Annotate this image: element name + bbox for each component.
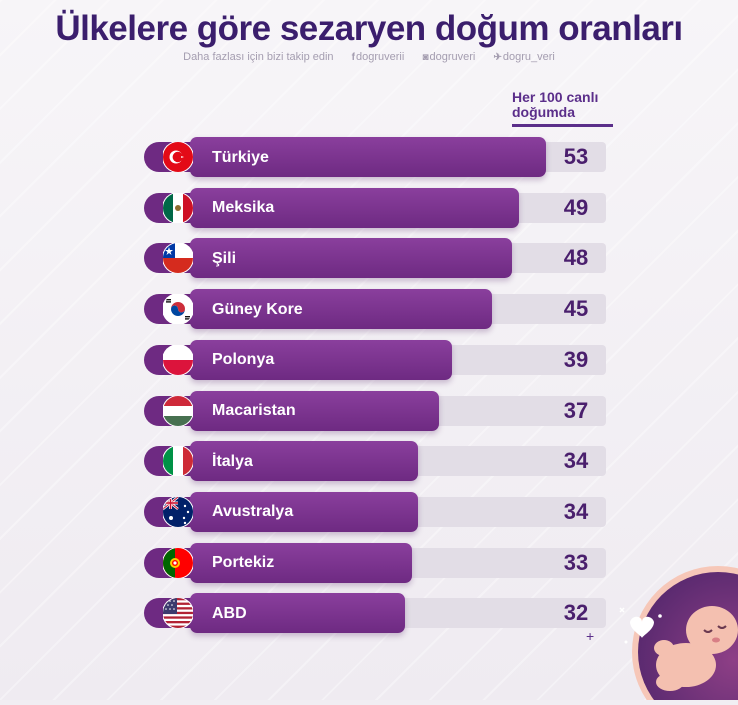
chart-row: Şili 48 [0, 238, 738, 279]
chart-row: İtalya 34 [0, 441, 738, 482]
bar [190, 187, 520, 228]
bar [190, 542, 412, 583]
category-label: Türkiye [212, 148, 269, 166]
bar [190, 238, 513, 279]
category-label: Macaristan [212, 402, 296, 419]
plus-decoration: + [586, 628, 595, 644]
category-label: Polonya [212, 351, 275, 369]
facebook-icon: f [351, 52, 356, 63]
value-label: 48 [563, 245, 589, 271]
value-label: 53 [563, 144, 589, 169]
category-label: Portekiz [212, 554, 275, 572]
category-label: Meksika [212, 199, 275, 217]
value-label: 45 [563, 296, 589, 322]
flag-macaristan-icon [163, 395, 193, 426]
value-label: 32 [563, 600, 589, 626]
category-label: ABD [212, 604, 247, 622]
value-label: 34 [563, 448, 589, 474]
unit-underline [512, 124, 613, 127]
bar [190, 289, 493, 330]
chart-title: Ülkelere göre sezaryen doğum oranları [55, 9, 683, 48]
flag-italya-icon [163, 446, 193, 477]
bar [190, 593, 405, 634]
bar [190, 441, 419, 482]
instagram-icon: ◙ [422, 52, 429, 63]
chart-row: Güney Kore 45 [0, 289, 738, 330]
social-links: Daha fazlası için bizi takip edin fdogru… [0, 51, 738, 63]
flag-sili-icon [163, 243, 193, 274]
value-label: 34 [563, 498, 589, 524]
bar [190, 491, 419, 532]
chart-row: Polonya 39 [0, 339, 738, 380]
category-label: Şili [212, 249, 237, 267]
chart-row: Macaristan 37 [0, 390, 738, 431]
category-label: Güney Kore [212, 300, 303, 318]
flag-abd-icon [163, 598, 193, 629]
facebook-handle[interactable]: dogruverii [356, 51, 405, 63]
flag-turkiye-icon [163, 142, 193, 172]
bar [190, 390, 439, 431]
value-label: 39 [563, 346, 589, 372]
chart-row: Portekiz 33 [0, 542, 738, 583]
chart-row: Türkiye 53 [0, 137, 738, 177]
category-label: Avustralya [212, 503, 294, 521]
unit-label: Her 100 canlı doğumda [512, 89, 599, 120]
twitter-handle[interactable]: dogru_veri [502, 51, 555, 63]
instagram-handle[interactable]: dogruveri [429, 51, 476, 63]
flag-portekiz-icon [163, 547, 193, 578]
flag-guney-kore-icon [163, 294, 193, 325]
value-label: 49 [563, 194, 589, 220]
baby-illustration [600, 560, 738, 705]
flag-meksika-icon [163, 192, 193, 223]
chart-row: ABD 32 [0, 593, 738, 634]
chart-row: Meksika 49 [0, 187, 738, 228]
flag-avustralya-icon [163, 496, 193, 527]
category-label: İtalya [212, 452, 253, 470]
twitter-icon: ✈ [493, 52, 502, 63]
follow-prompt: Daha fazlası için bizi takip edin [183, 51, 334, 63]
value-label: 37 [563, 397, 589, 423]
bar [190, 137, 546, 177]
value-label: 33 [563, 549, 589, 575]
flag-polonya-icon [163, 344, 193, 375]
bar [190, 339, 452, 380]
chart-row: Avustralya 34 [0, 491, 738, 532]
